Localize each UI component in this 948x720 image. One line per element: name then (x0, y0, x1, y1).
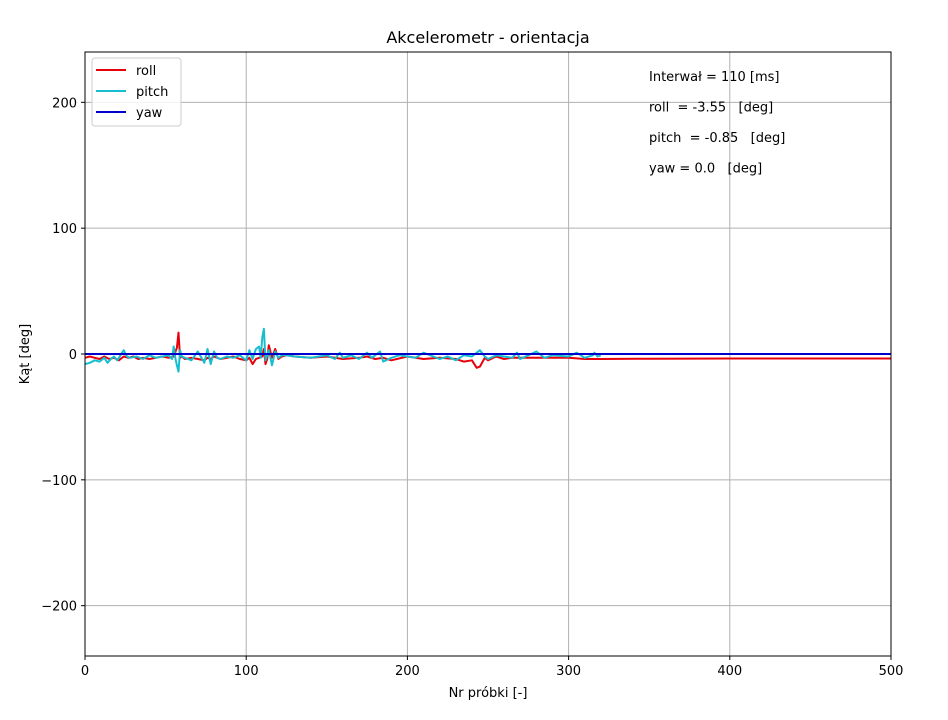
x-tick-label: 200 (395, 664, 420, 679)
y-axis: −200 −100 0 100 200 (41, 96, 85, 615)
x-tick-label: 300 (556, 664, 581, 679)
y-tick-label: −100 (41, 474, 77, 489)
x-tick-label: 400 (717, 664, 742, 679)
legend-label-pitch: pitch (136, 85, 168, 100)
series-line-roll (84, 331, 891, 369)
legend-label-roll: roll (136, 64, 156, 79)
y-axis-label: Kąt [deg] (18, 324, 33, 384)
series-layer (84, 327, 891, 373)
annotations: Interwał = 110 [ms] roll = -3.55 [deg] pit… (649, 70, 785, 177)
x-tick-label: 500 (879, 664, 904, 679)
annotation-text: yaw = 0.0 [deg] (649, 162, 762, 177)
x-tick-label: 0 (81, 664, 89, 679)
y-tick-label: −200 (41, 600, 77, 615)
legend-box (91, 57, 182, 127)
annotation-text: roll = -3.55 [deg] (649, 101, 773, 116)
x-axis: 0 100 200 300 400 500 (81, 656, 904, 679)
y-tick-label: 0 (69, 348, 77, 363)
x-tick-label: 100 (234, 664, 259, 679)
x-axis-label: Nr próbki [-] (449, 686, 528, 701)
y-tick-label: 200 (52, 96, 77, 111)
annotation-text: Interwał = 110 [ms] (649, 70, 780, 85)
legend-label-yaw: yaw (136, 106, 163, 121)
series-line-pitch (84, 327, 602, 373)
legend: roll pitch yaw (91, 57, 182, 127)
chart-title: Akcelerometr - orientacja (386, 28, 589, 47)
y-tick-label: 100 (52, 222, 77, 237)
annotation-text: pitch = -0.85 [deg] (649, 131, 785, 146)
